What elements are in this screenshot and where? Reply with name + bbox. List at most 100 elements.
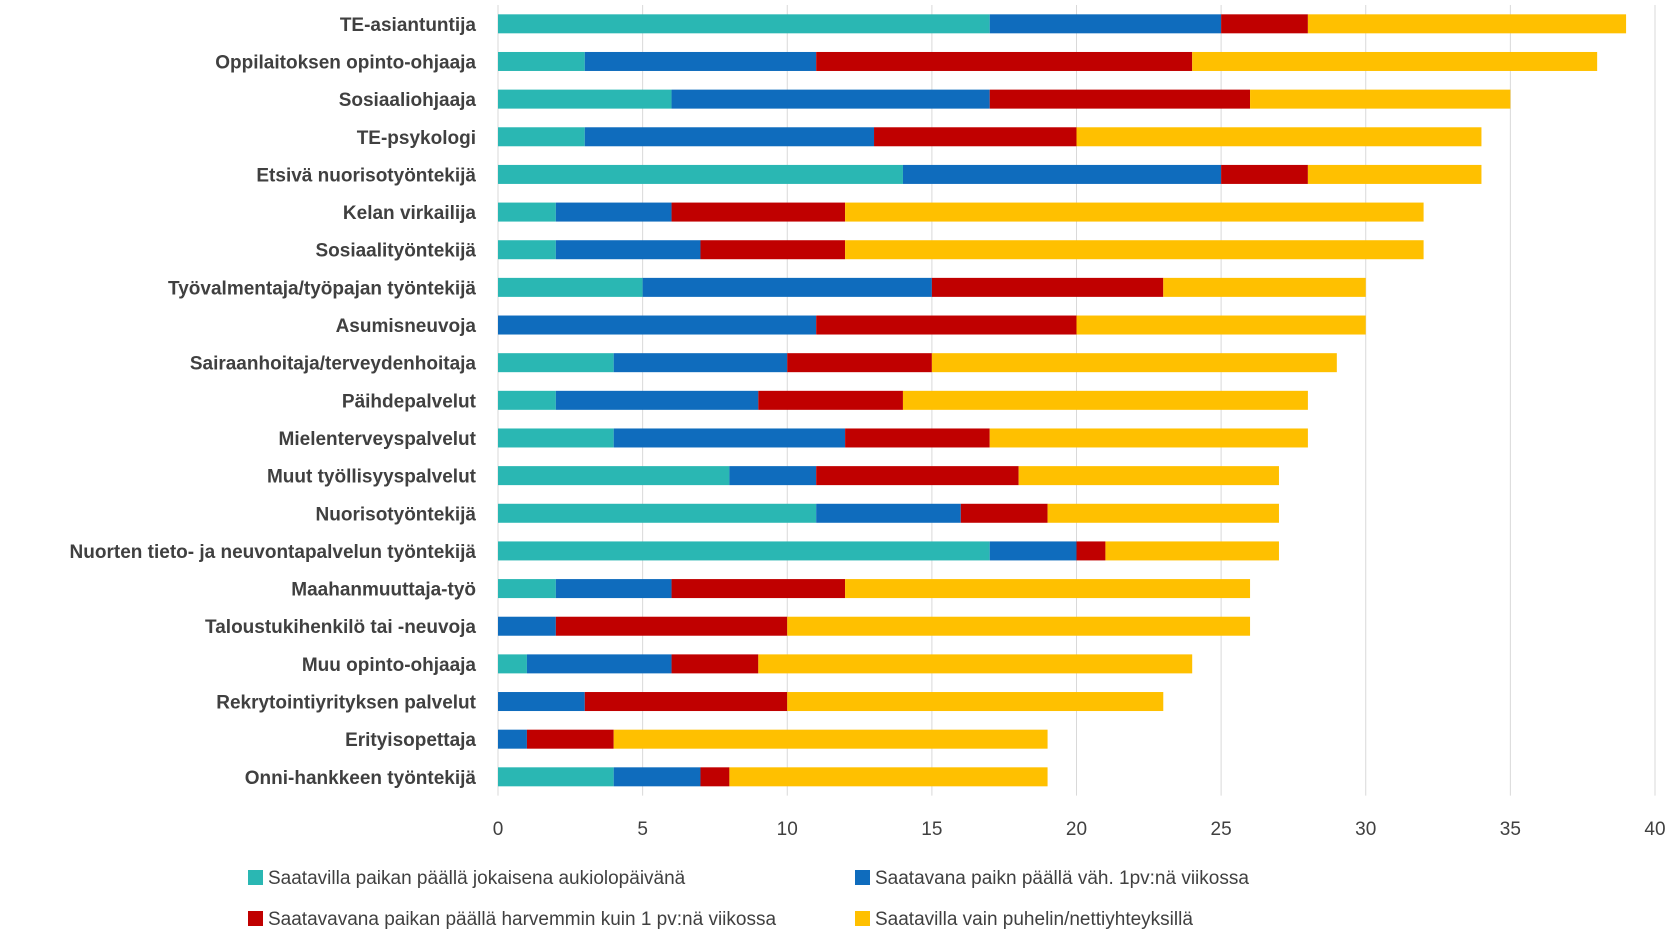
bar-segment-series-1 bbox=[498, 428, 614, 448]
bar-segment-series-3 bbox=[816, 51, 1193, 71]
category-label: Nuorisotyöntekijä bbox=[316, 504, 477, 525]
x-tick-label: 20 bbox=[1066, 819, 1087, 840]
category-labels: TE-asiantuntija Oppilaitoksen opinto-ohja… bbox=[70, 15, 477, 789]
bar-segment-series-4 bbox=[931, 353, 1337, 373]
bar-segment-series-2 bbox=[498, 692, 585, 712]
bar-segment-series-1 bbox=[498, 654, 527, 674]
bar-segment-series-1 bbox=[498, 127, 585, 147]
bar-segment-series-3 bbox=[671, 654, 759, 674]
bar-segment-series-4 bbox=[758, 654, 1193, 674]
bar-segment-series-1 bbox=[498, 277, 643, 297]
bar-segment-series-2 bbox=[526, 654, 672, 674]
x-tick-label: 40 bbox=[1644, 819, 1665, 840]
bar-segment-series-3 bbox=[989, 89, 1251, 109]
bar-segment-series-1 bbox=[498, 541, 990, 561]
bar-segment-series-2 bbox=[498, 315, 817, 335]
category-label: TE-asiantuntija bbox=[340, 15, 477, 36]
bar-segment-series-2 bbox=[671, 89, 990, 109]
bar-segment-series-4 bbox=[787, 616, 1251, 636]
bar-segment-series-3 bbox=[555, 616, 788, 636]
category-label: Maahanmuuttaja-työ bbox=[291, 580, 476, 601]
category-label: Asumisneuvoja bbox=[336, 316, 477, 337]
bar-segment-series-1 bbox=[498, 164, 903, 184]
bar-segment-series-2 bbox=[555, 202, 672, 222]
category-label: Etsivä nuorisotyöntekijä bbox=[256, 165, 476, 186]
category-label: Sosiaalityöntekijä bbox=[315, 241, 476, 262]
category-label: Muu opinto-ohjaaja bbox=[302, 655, 477, 676]
bar-segment-series-2 bbox=[989, 541, 1077, 561]
bar-segment-series-4 bbox=[729, 767, 1048, 787]
legend-label: Saatavilla vain puhelin/nettiyhteyksillä bbox=[875, 909, 1193, 930]
bar-segment-series-4 bbox=[845, 240, 1424, 260]
category-label: Työvalmentaja/työpajan työntekijä bbox=[168, 278, 476, 299]
bar-segment-series-1 bbox=[498, 767, 614, 787]
bar-segment-series-3 bbox=[671, 202, 846, 222]
legend-swatch bbox=[248, 911, 263, 926]
category-label: Rekrytointiyrityksen palvelut bbox=[216, 693, 476, 714]
legend-label: Saatavana paikn päällä väh. 1pv:nä viiko… bbox=[875, 868, 1249, 889]
bar-segment-series-1 bbox=[498, 503, 817, 523]
x-tick-label: 35 bbox=[1500, 819, 1521, 840]
bar-segment-series-1 bbox=[498, 353, 614, 373]
bar-segment-series-3 bbox=[787, 353, 932, 373]
bar-segment-series-1 bbox=[498, 579, 556, 599]
bar-segment-series-2 bbox=[584, 51, 817, 71]
x-tick-label: 0 bbox=[493, 819, 504, 840]
bar-segment-series-1 bbox=[498, 202, 556, 222]
bar-segment-series-4 bbox=[1076, 315, 1366, 335]
bar-segment-series-2 bbox=[729, 466, 817, 486]
bar-segment-series-3 bbox=[1221, 14, 1308, 34]
bar-segment-series-3 bbox=[671, 579, 846, 599]
legend-label: Saatavavana paikan päällä harvemmin kuin… bbox=[268, 909, 776, 930]
bar-segment-series-4 bbox=[989, 428, 1308, 448]
bar-segment-series-4 bbox=[1076, 127, 1482, 147]
bar-segment-series-3 bbox=[816, 466, 1019, 486]
bar-segment-series-3 bbox=[700, 767, 730, 787]
bar-segment-series-2 bbox=[555, 240, 701, 260]
legend-swatch bbox=[855, 911, 870, 926]
bar-segment-series-3 bbox=[584, 692, 788, 712]
bar-segment-series-2 bbox=[902, 164, 1222, 184]
bar-segment-series-4 bbox=[1192, 51, 1598, 71]
bar-segment-series-1 bbox=[498, 240, 556, 260]
category-label: Oppilaitoksen opinto-ohjaaja bbox=[215, 52, 476, 73]
bar-segment-series-2 bbox=[613, 428, 846, 448]
legend: Saatavilla paikan päällä jokaisena aukio… bbox=[248, 868, 1249, 930]
bar-segment-series-1 bbox=[498, 51, 585, 71]
category-label: Muut työllisyyspalvelut bbox=[267, 467, 477, 488]
legend-label: Saatavilla paikan päällä jokaisena aukio… bbox=[268, 868, 686, 889]
bar-segment-series-1 bbox=[498, 390, 556, 410]
bar-segment-series-4 bbox=[1163, 277, 1366, 297]
bar-segment-series-3 bbox=[816, 315, 1077, 335]
x-tick-label: 30 bbox=[1355, 819, 1376, 840]
category-label: Mielenterveyspalvelut bbox=[279, 429, 477, 450]
bar-segment-series-1 bbox=[498, 14, 990, 34]
bar-segment-series-1 bbox=[498, 89, 672, 109]
bar-segment-series-4 bbox=[1018, 466, 1279, 486]
category-label: Erityisopettaja bbox=[345, 730, 476, 751]
bar-segment-series-4 bbox=[787, 692, 1164, 712]
category-label: TE-psykologi bbox=[357, 128, 476, 149]
bar-segment-series-4 bbox=[845, 202, 1424, 222]
bar-segment-series-2 bbox=[555, 579, 672, 599]
bar-segment-series-3 bbox=[845, 428, 990, 448]
bar-segment-series-2 bbox=[498, 616, 556, 636]
x-tick-label: 5 bbox=[637, 819, 648, 840]
bar-segment-series-4 bbox=[1307, 14, 1627, 34]
bar-segment-series-4 bbox=[1307, 164, 1482, 184]
bar-segment-series-2 bbox=[555, 390, 759, 410]
category-label: Sosiaaliohjaaja bbox=[339, 90, 477, 111]
bar-segment-series-4 bbox=[902, 390, 1308, 410]
bar-segment-series-3 bbox=[758, 390, 903, 410]
x-axis-ticks: 0 5 10 15 20 25 30 35 40 bbox=[493, 819, 1666, 840]
bar-segment-series-3 bbox=[874, 127, 1077, 147]
bars bbox=[498, 14, 1627, 787]
bar-segment-series-4 bbox=[1047, 503, 1279, 523]
bar-segment-series-3 bbox=[931, 277, 1164, 297]
category-label: Nuorten tieto- ja neuvontapalvelun työnt… bbox=[70, 542, 477, 563]
x-tick-label: 15 bbox=[921, 819, 942, 840]
bar-segment-series-2 bbox=[498, 729, 527, 749]
category-label: Päihdepalvelut bbox=[342, 391, 477, 412]
